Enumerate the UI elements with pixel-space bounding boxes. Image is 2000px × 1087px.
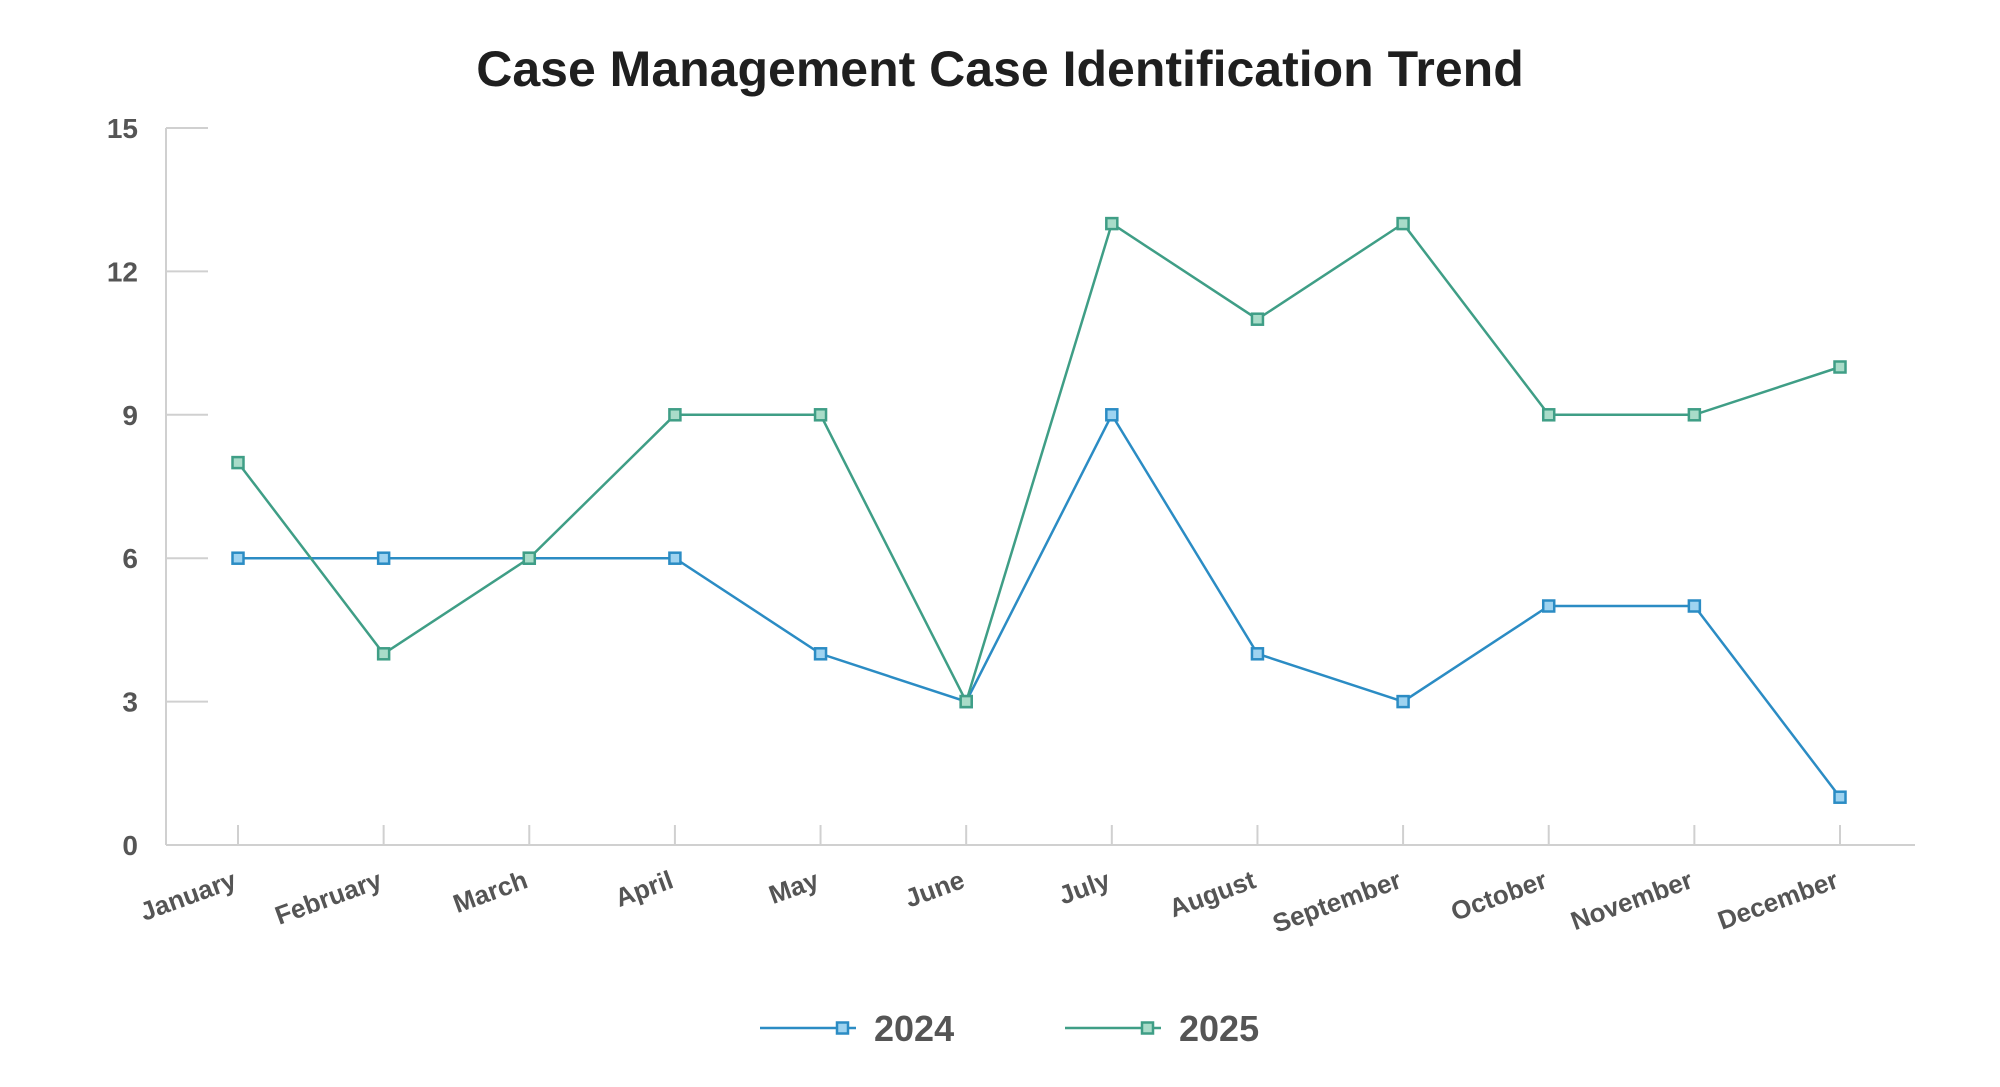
data-point-2025 xyxy=(1687,408,1702,422)
data-point-2024 xyxy=(1250,647,1265,661)
x-tick-label: September xyxy=(1269,864,1406,938)
legend: 2024 2025 xyxy=(760,1008,1259,1049)
data-point-2025 xyxy=(376,647,391,661)
x-tick-label: October xyxy=(1447,864,1551,926)
legend-label-2025: 2025 xyxy=(1179,1008,1259,1049)
x-tick-label: March xyxy=(449,864,531,918)
data-point-2025 xyxy=(1833,360,1847,374)
data-point-2025 xyxy=(813,408,828,422)
y-tick-label: 15 xyxy=(107,113,138,144)
legend-marker-2024 xyxy=(835,1021,850,1035)
y-tick-label: 6 xyxy=(122,543,138,574)
data-point-2025 xyxy=(1396,216,1410,231)
data-point-2025 xyxy=(1541,408,1556,422)
x-tick-label: February xyxy=(271,864,386,930)
data-point-2025 xyxy=(959,694,973,709)
series-line-2025 xyxy=(237,221,1841,705)
x-axis-ticks: January February March April May June July Augu… xyxy=(136,825,1842,939)
series-group xyxy=(231,216,1847,804)
x-tick-label: August xyxy=(1165,864,1260,923)
x-tick-label: December xyxy=(1714,864,1842,935)
data-point-2025 xyxy=(231,455,245,470)
data-point-2025 xyxy=(522,551,537,565)
y-axis-ticks: 0 3 6 9 12 15 xyxy=(107,113,208,861)
axes xyxy=(165,128,1915,846)
data-point-2024 xyxy=(376,551,391,565)
x-tick-label: July xyxy=(1055,864,1115,910)
legend-marker-2025 xyxy=(1140,1021,1155,1035)
data-point-2024 xyxy=(1105,408,1119,422)
y-tick-label: 0 xyxy=(122,830,138,861)
x-tick-label: April xyxy=(611,864,677,912)
data-point-2025 xyxy=(1105,216,1119,231)
data-point-2024 xyxy=(1541,599,1556,613)
x-tick-label: June xyxy=(901,864,968,913)
data-point-2024 xyxy=(231,551,245,565)
x-tick-label: November xyxy=(1567,864,1697,936)
data-point-2024 xyxy=(668,551,682,565)
chart-title: Case Management Case Identification Tren… xyxy=(476,41,1524,97)
legend-label-2024: 2024 xyxy=(874,1008,954,1049)
data-point-2025 xyxy=(668,408,682,422)
y-tick-label: 3 xyxy=(122,687,138,718)
data-point-2025 xyxy=(1250,312,1265,326)
data-point-2024 xyxy=(1396,694,1410,709)
y-tick-label: 12 xyxy=(107,256,138,287)
x-tick-label: May xyxy=(765,864,823,910)
data-point-2024 xyxy=(1833,790,1847,804)
data-point-2024 xyxy=(1687,599,1702,613)
data-point-2024 xyxy=(813,647,828,661)
y-tick-label: 9 xyxy=(122,400,138,431)
series-line-2024 xyxy=(238,412,1841,798)
x-tick-label: January xyxy=(136,864,240,926)
